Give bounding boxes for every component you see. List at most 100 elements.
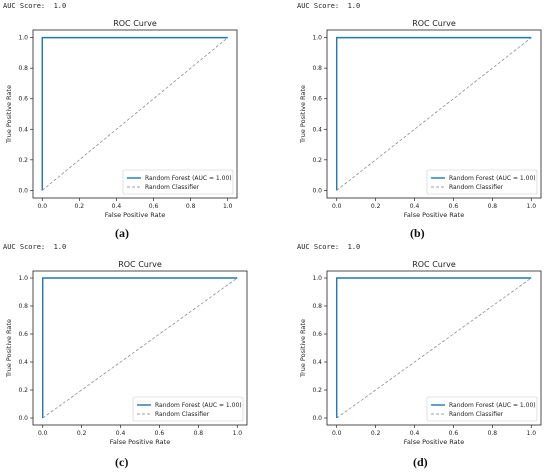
y-tick-label: 0.8 xyxy=(18,65,28,72)
random-classifier-line xyxy=(336,37,532,191)
legend-label: Random Classifier xyxy=(449,411,504,418)
y-tick-label: 0.8 xyxy=(312,303,322,310)
y-tick-label: 0.2 xyxy=(312,387,322,394)
legend-box xyxy=(122,169,234,195)
x-tick-label: 0.0 xyxy=(332,203,342,210)
roc-chart-a: ROC Curve 0.0 0.2 0.4 0.6 0.8 1.0 0.0 0.2 0.4 0.6 0… xyxy=(5,19,238,219)
x-tick-label: 0.6 xyxy=(149,203,159,210)
auc-score-text-c: AUC Score: 1.0 xyxy=(3,243,66,251)
auc-value: 1.0 xyxy=(53,243,67,251)
chart-title: ROC Curve xyxy=(412,19,456,28)
x-tick-label: 0.2 xyxy=(371,430,381,437)
y-axis-label: True Positive Rate xyxy=(5,85,13,144)
x-tick-label: 1.0 xyxy=(232,430,242,437)
caption-c: (c) xyxy=(115,455,129,469)
x-tick-label: 0.2 xyxy=(371,203,381,210)
roc-curve-line xyxy=(336,36,532,191)
y-tick-label: 1.0 xyxy=(18,275,28,282)
y-axis-label: True Positive Rate xyxy=(5,319,13,378)
random-classifier-line xyxy=(42,37,228,191)
x-tick-label: 0.6 xyxy=(449,430,459,437)
x-axis-label: False Positive Rate xyxy=(404,211,464,219)
auc-label: AUC Score: xyxy=(297,243,340,251)
y-tick-label: 1.0 xyxy=(18,35,28,42)
legend-label: Random Forest (AUC = 1.00) xyxy=(155,402,242,409)
x-tick-label: 0.0 xyxy=(38,430,48,437)
legend-label: Random Forest (AUC = 1.00) xyxy=(449,402,536,409)
x-tick-label: 0.4 xyxy=(112,203,122,210)
legend-label: Random Classifier xyxy=(449,184,504,191)
y-tick-label: 0.4 xyxy=(312,359,322,366)
auc-label: AUC Score: xyxy=(3,243,46,251)
roc-curve-line xyxy=(336,277,532,418)
x-tick-label: 0.4 xyxy=(410,203,420,210)
x-tick-label: 0.4 xyxy=(116,430,126,437)
auc-value: 1.0 xyxy=(53,2,67,10)
auc-score-text-a: AUC Score: 1.0 xyxy=(3,2,66,10)
roc-chart-b: ROC Curve 0.0 0.2 0.4 0.6 0.8 1.0 0.0 0.2 0.4 0.6 0… xyxy=(299,19,542,219)
caption-a: (a) xyxy=(115,226,129,240)
y-tick-label: 0.4 xyxy=(18,359,28,366)
caption-b: (b) xyxy=(410,226,425,240)
chart-title: ROC Curve xyxy=(118,260,162,269)
plot-frame xyxy=(326,270,542,426)
auc-score-text-b: AUC Score: 1.0 xyxy=(297,2,360,10)
roc-chart-c: ROC Curve 0.0 0.2 0.4 0.6 0.8 1.0 0.0 0.2 0.4 0.6 0… xyxy=(5,260,248,446)
auc-value: 1.0 xyxy=(347,243,361,251)
auc-label: AUC Score: xyxy=(297,2,340,10)
y-tick-label: 0.0 xyxy=(312,415,322,422)
y-tick-label: 0.8 xyxy=(312,65,322,72)
legend-box xyxy=(426,396,538,422)
y-tick-label: 0.6 xyxy=(18,96,28,103)
x-tick-label: 0.4 xyxy=(410,430,420,437)
legend-box xyxy=(426,169,538,195)
y-tick-label: 0.6 xyxy=(312,331,322,338)
y-axis-label: True Positive Rate xyxy=(299,319,307,378)
roc-chart-d: ROC Curve 0.0 0.2 0.4 0.6 0.8 1.0 0.0 0.2 0.4 0.6 0… xyxy=(299,260,542,446)
auc-label: AUC Score: xyxy=(3,2,46,10)
y-tick-label: 0.0 xyxy=(18,415,28,422)
x-tick-label: 0.2 xyxy=(75,203,85,210)
plot-frame xyxy=(32,270,248,426)
legend-label: Random Forest (AUC = 1.00) xyxy=(145,175,232,182)
x-tick-label: 1.0 xyxy=(223,203,233,210)
x-tick-label: 0.2 xyxy=(77,430,87,437)
y-tick-label: 0.0 xyxy=(312,187,322,194)
x-tick-label: 0.8 xyxy=(488,430,498,437)
y-tick-label: 0.4 xyxy=(312,126,322,133)
roc-curve-line xyxy=(42,277,238,418)
roc-curve-line xyxy=(41,36,228,191)
y-tick-label: 0.2 xyxy=(18,157,28,164)
caption-d: (d) xyxy=(413,455,428,469)
legend-label: Random Forest (AUC = 1.00) xyxy=(449,175,536,182)
plot-frame xyxy=(32,29,238,199)
y-tick-label: 0.2 xyxy=(18,387,28,394)
y-tick-label: 0.2 xyxy=(312,157,322,164)
x-tick-label: 0.8 xyxy=(194,430,204,437)
legend-label: Random Classifier xyxy=(155,411,210,418)
legend-label: Random Classifier xyxy=(145,184,200,191)
y-tick-label: 0.6 xyxy=(312,96,322,103)
chart-title: ROC Curve xyxy=(113,19,157,28)
chart-title: ROC Curve xyxy=(412,260,456,269)
plot-frame xyxy=(326,29,542,199)
legend-box xyxy=(132,396,244,422)
x-axis-label: False Positive Rate xyxy=(105,211,165,219)
y-tick-label: 1.0 xyxy=(312,275,322,282)
auc-score-text-d: AUC Score: 1.0 xyxy=(297,243,360,251)
x-tick-label: 0.0 xyxy=(332,430,342,437)
x-tick-label: 0.8 xyxy=(488,203,498,210)
auc-value: 1.0 xyxy=(347,2,361,10)
x-tick-label: 0.0 xyxy=(37,203,47,210)
x-axis-label: False Positive Rate xyxy=(404,438,464,446)
x-tick-label: 1.0 xyxy=(526,203,536,210)
x-tick-label: 1.0 xyxy=(526,430,536,437)
x-tick-label: 0.6 xyxy=(155,430,165,437)
y-tick-label: 0.0 xyxy=(18,187,28,194)
x-tick-label: 0.8 xyxy=(186,203,196,210)
y-tick-label: 0.6 xyxy=(18,331,28,338)
x-tick-label: 0.6 xyxy=(449,203,459,210)
y-axis-label: True Positive Rate xyxy=(299,85,307,144)
y-tick-label: 0.4 xyxy=(18,126,28,133)
y-tick-label: 0.8 xyxy=(18,303,28,310)
